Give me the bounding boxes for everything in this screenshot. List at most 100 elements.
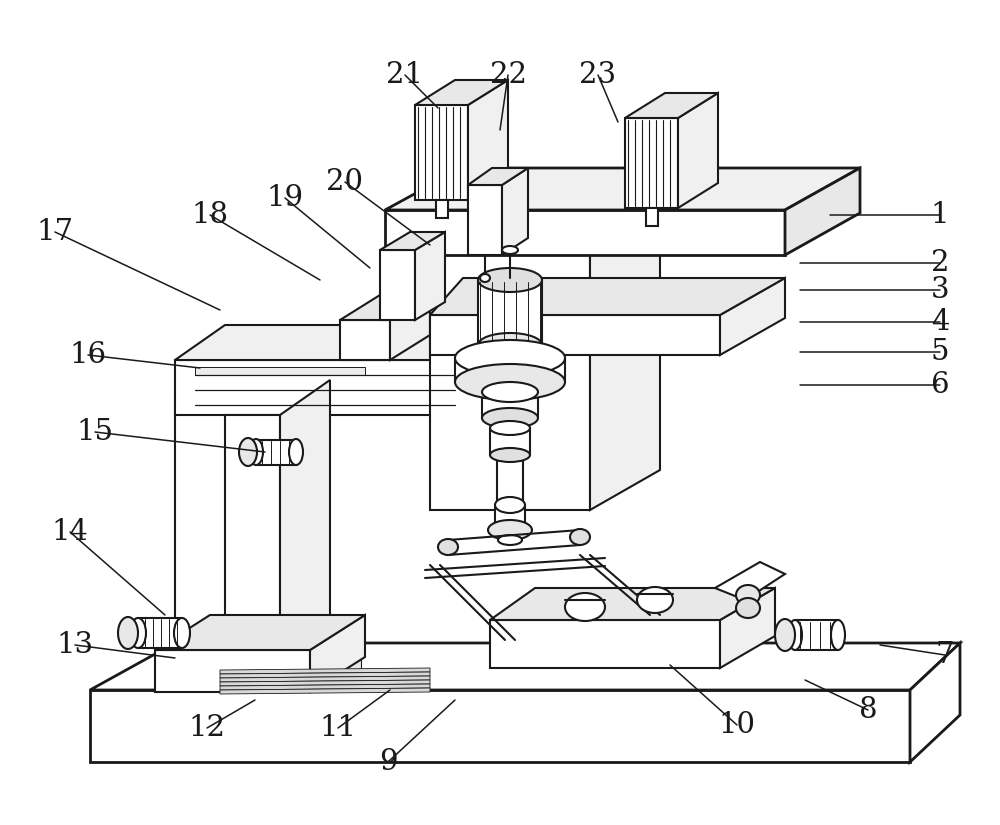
Text: 4: 4 [931,308,949,336]
Ellipse shape [775,619,795,651]
Ellipse shape [174,618,190,648]
Text: 13: 13 [56,631,94,659]
Polygon shape [385,168,860,210]
Polygon shape [340,320,390,360]
Polygon shape [259,660,273,683]
Polygon shape [910,643,960,762]
Polygon shape [415,105,468,200]
Polygon shape [155,650,310,692]
Text: 15: 15 [76,418,114,446]
Ellipse shape [565,593,605,621]
Ellipse shape [736,598,760,618]
Text: 19: 19 [266,184,304,212]
Polygon shape [215,660,229,683]
Polygon shape [90,643,960,690]
Polygon shape [482,392,538,418]
Polygon shape [340,295,430,320]
Polygon shape [380,232,445,250]
Text: 14: 14 [52,518,88,546]
Polygon shape [303,660,317,683]
Polygon shape [468,80,508,200]
Text: 10: 10 [718,711,756,739]
Text: 6: 6 [931,371,949,399]
Ellipse shape [831,620,845,650]
Polygon shape [175,398,230,688]
Ellipse shape [502,246,518,254]
Polygon shape [220,688,430,694]
Polygon shape [415,232,445,320]
Polygon shape [646,208,658,226]
Text: 21: 21 [386,61,424,89]
Polygon shape [155,615,365,650]
Polygon shape [490,588,775,620]
Polygon shape [478,280,542,345]
Ellipse shape [455,364,565,400]
Polygon shape [175,365,280,398]
Polygon shape [430,210,660,250]
Polygon shape [195,367,365,375]
Ellipse shape [118,617,138,649]
Polygon shape [220,684,430,690]
Polygon shape [795,620,838,650]
Ellipse shape [289,439,303,465]
Polygon shape [310,615,365,692]
Ellipse shape [480,274,490,282]
Text: 11: 11 [320,714,356,742]
Polygon shape [436,200,448,218]
Ellipse shape [736,585,760,605]
Polygon shape [225,415,280,688]
Text: 3: 3 [931,276,949,304]
Polygon shape [720,278,785,355]
Ellipse shape [490,421,530,435]
Polygon shape [430,315,720,355]
Polygon shape [220,672,430,678]
Polygon shape [256,440,296,465]
Text: 17: 17 [36,218,74,246]
Polygon shape [625,93,718,118]
Ellipse shape [455,340,565,376]
Text: 16: 16 [69,341,107,369]
Ellipse shape [488,520,532,540]
Polygon shape [455,358,565,382]
Ellipse shape [249,439,263,465]
Ellipse shape [478,268,542,292]
Polygon shape [430,250,590,510]
Text: 5: 5 [931,338,949,366]
Polygon shape [220,668,430,674]
Polygon shape [497,455,523,500]
Polygon shape [138,618,182,648]
Text: 20: 20 [326,168,364,196]
Polygon shape [220,676,430,682]
Polygon shape [495,505,525,530]
Polygon shape [430,278,785,315]
Text: 2: 2 [931,249,949,277]
Ellipse shape [482,408,538,428]
Ellipse shape [495,497,525,513]
Text: 18: 18 [191,201,229,229]
Ellipse shape [239,438,257,466]
Ellipse shape [482,382,538,402]
Ellipse shape [478,333,542,357]
Polygon shape [715,562,785,600]
Ellipse shape [570,529,590,545]
Text: 1: 1 [931,201,949,229]
Text: 12: 12 [188,714,226,742]
Ellipse shape [130,618,146,648]
Polygon shape [590,210,660,510]
Text: 9: 9 [379,748,397,776]
Polygon shape [175,360,460,415]
Polygon shape [281,660,295,683]
Polygon shape [678,93,718,208]
Polygon shape [175,325,510,360]
Ellipse shape [490,448,530,462]
Ellipse shape [438,539,458,555]
Polygon shape [468,185,502,255]
Ellipse shape [788,620,802,650]
Polygon shape [415,80,508,105]
Polygon shape [468,168,528,185]
Text: 8: 8 [859,696,877,724]
Polygon shape [625,118,678,208]
Polygon shape [280,380,330,655]
Text: 23: 23 [579,61,617,89]
Polygon shape [325,660,339,683]
